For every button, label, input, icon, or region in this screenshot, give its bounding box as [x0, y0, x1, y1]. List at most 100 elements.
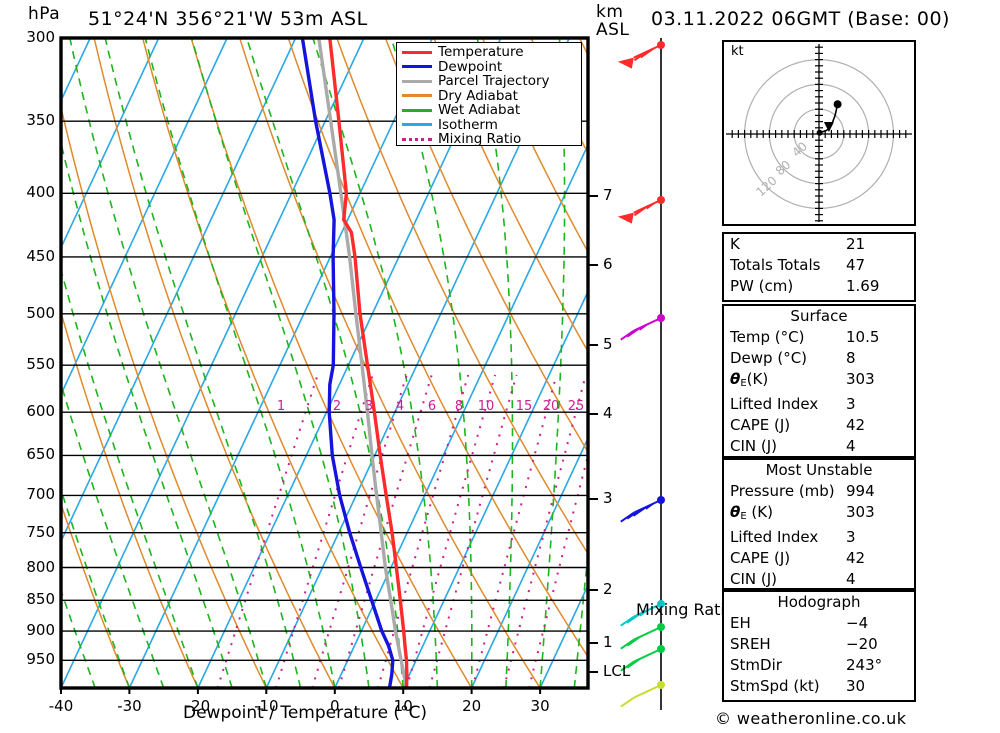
legend-item: Isotherm: [402, 116, 576, 133]
wind-barb-half: [645, 502, 654, 510]
panel-row-value: −20: [846, 635, 878, 653]
legend-item: Dry Adiabat: [402, 88, 576, 104]
mixing-ratio-line: [428, 374, 518, 688]
skewt-diagram: [0, 36, 700, 710]
isotherm-line: [677, 38, 700, 688]
panel-row-label: Dewp (°C): [730, 349, 808, 367]
panel-row-label: K: [730, 235, 740, 253]
legend-label: Temperature: [438, 44, 524, 61]
hodograph-storm-motion-marker: [823, 122, 834, 133]
isotherm-line: [0, 38, 22, 688]
wet-adiabat-line: [61, 685, 62, 688]
panel-row-value: 303: [846, 503, 875, 521]
wind-barb-half: [638, 609, 648, 617]
panel-row-label: Lifted Index: [730, 395, 819, 413]
legend-swatch-parcel-trajectory: [402, 79, 432, 83]
panel-row-label-text: (K): [746, 503, 773, 521]
panel-row: Pressure (mb) 994: [724, 481, 914, 502]
panel-row-label: CAPE (J): [730, 416, 791, 434]
wind-barb-full: [626, 508, 641, 520]
legend-swatch-wet-adiabat: [402, 108, 432, 112]
panel-row: Lifted Index 3: [724, 394, 914, 415]
hodograph-unit-label: kt: [731, 44, 744, 59]
legend-swatch-isotherm: [402, 123, 432, 127]
isotherm-line: [61, 38, 160, 250]
panel-row: StmSpd (kt) 30: [724, 676, 914, 697]
dry-adiabat-line: [61, 501, 131, 688]
isotherm-line: [470, 436, 588, 688]
legend-label: Isotherm: [438, 116, 498, 133]
panel-row: Lifted Index 3: [724, 527, 914, 548]
panel-row-label: θE (K): [730, 502, 773, 527]
mixing-ratio-line: [216, 374, 319, 688]
panel-row: EH −4: [724, 613, 914, 634]
altitude-unit-label-km: km: [596, 2, 624, 22]
wet-adiabat-line: [61, 588, 96, 688]
wind-barb-half: [646, 202, 655, 210]
pressure-unit-label: hPa: [28, 4, 61, 24]
wind-barb-full: [620, 660, 635, 672]
panel-row-value: −4: [846, 614, 869, 632]
dry-adiabat-line: [628, 38, 700, 688]
mixing-ratio-line: [528, 451, 588, 688]
wind-barb-pennant: [617, 57, 634, 69]
wind-barb-full: [633, 50, 648, 62]
panel-row-label: Lifted Index: [730, 528, 819, 546]
legend-item: Mixing Ratio: [402, 131, 576, 148]
panel-row-value: 8: [846, 349, 856, 367]
isotherm-line: [61, 38, 297, 544]
wind-barb-full: [633, 205, 648, 217]
panel-row: θE(K) 303: [724, 369, 914, 394]
wind-barb-shaft: [633, 684, 662, 699]
wind-barb-full: [626, 635, 641, 647]
panel-row-label: EH: [730, 614, 751, 632]
hodograph-stats-panel: Hodograph EH −4 SREH −20 StmDir 243° StmSpd (kt…: [722, 590, 916, 702]
panel-row: PW (cm) 1.69: [724, 276, 914, 297]
dry-adiabat-line: [61, 685, 62, 688]
panel-row-value: 994: [846, 482, 875, 500]
page-title: 51°24'N 356°21'W 53m ASL: [88, 8, 368, 30]
isotherm-line: [61, 38, 365, 688]
hodograph-endpoint: [833, 100, 842, 109]
wet-adiabat-line: [61, 381, 165, 688]
panel-row-label: Pressure (mb): [730, 482, 835, 500]
dry-adiabat-line: [677, 38, 700, 688]
panel-row-value: 30: [846, 677, 866, 695]
panel-row: θE (K) 303: [724, 502, 914, 527]
legend-label: Wet Adiabat: [438, 102, 521, 119]
wet-adiabat-line: [643, 38, 700, 688]
panel-row-value: 243°: [846, 656, 883, 674]
legend-item: Wet Adiabat: [402, 102, 576, 119]
theta-e-symbol: θE: [730, 370, 747, 389]
wind-barb-full: [620, 329, 635, 341]
hodograph-startpoint: [816, 129, 823, 136]
legend: Temperature Dewpoint Parcel Trajectory Dry …: [396, 42, 582, 148]
panel-row-value: 4: [846, 437, 856, 455]
panel-row-label: Temp (°C): [730, 328, 805, 346]
panel-row: Dewp (°C) 8: [724, 348, 914, 369]
plot-frame: [59, 36, 590, 690]
dry-adiabat-line: [61, 309, 199, 688]
panel-row-value: 1.69: [846, 277, 880, 295]
dry-adiabat-line: [384, 38, 588, 454]
panel-row: CIN (J) 4: [724, 436, 914, 457]
wet-adiabat-line: [573, 545, 588, 688]
panel-title: Hodograph: [777, 593, 861, 611]
wet-adiabat-line: [61, 267, 199, 688]
panel-row-value: 47: [846, 256, 866, 274]
legend-swatch-dewpoint: [402, 65, 432, 69]
panel-row-label: Totals Totals: [730, 256, 821, 274]
isotherm-line: [128, 38, 434, 688]
forecast-datetime: 03.11.2022 06GMT (Base: 00): [651, 8, 950, 30]
panel-row-label: θE(K): [730, 369, 768, 394]
legend-item: Dewpoint: [402, 59, 576, 75]
surface-panel: Surface Temp (°C) 10.5 Dewp (°C) 8 θE(K) 303 Li…: [722, 304, 916, 458]
wind-barb-full: [620, 511, 635, 523]
isotherm-line: [402, 289, 588, 688]
panel-row-value: 303: [846, 370, 875, 388]
wind-barb-full: [620, 638, 635, 650]
legend-label: Mixing Ratio: [438, 131, 522, 148]
panel-row: Temp (°C) 10.5: [724, 327, 914, 348]
wind-barb-half: [638, 323, 648, 331]
hodograph-ring-label: 120: [753, 173, 779, 199]
